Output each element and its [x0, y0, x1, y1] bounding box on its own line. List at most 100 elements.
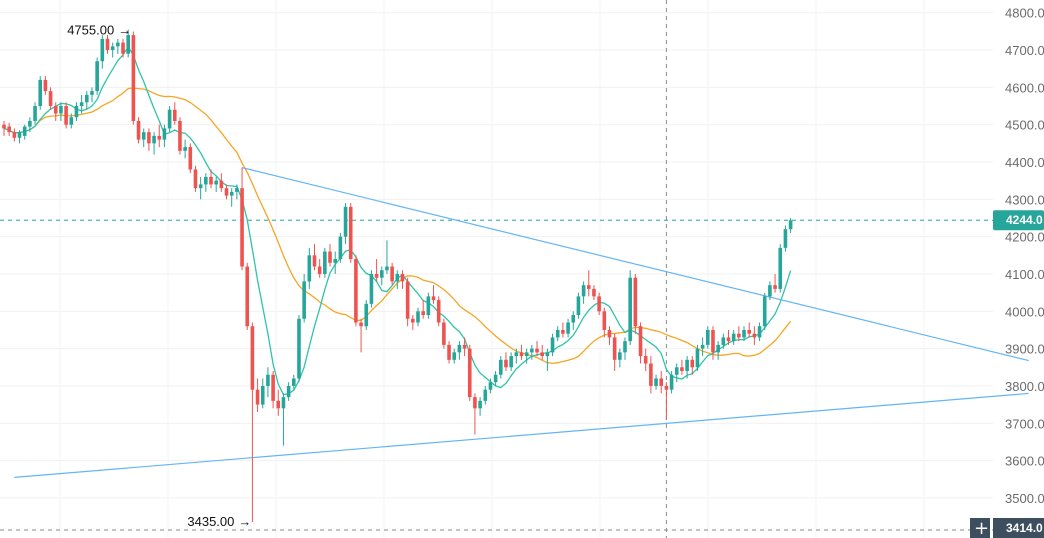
low-label: 3435.00: [187, 514, 234, 529]
candle-body: [297, 318, 301, 379]
candle-body: [442, 322, 446, 345]
candle-body: [462, 344, 467, 349]
y-tick-label: 4100.0: [1005, 267, 1044, 282]
candle-body: [369, 273, 374, 304]
candle-body: [105, 38, 110, 51]
plus-icon[interactable]: +: [974, 518, 989, 538]
candle-body: [172, 109, 177, 121]
candle-body: [260, 385, 265, 405]
candle-body: [680, 367, 684, 372]
high-annotation: 4755.00 →: [67, 23, 131, 38]
crosshair: [0, 0, 993, 538]
candle-body: [229, 191, 234, 196]
candle-body: [53, 106, 58, 114]
candle-body: [488, 382, 493, 390]
candle-body: [74, 106, 79, 118]
candle-body: [711, 329, 715, 353]
candle-body: [312, 255, 317, 267]
candle-body: [602, 311, 607, 330]
candle-body: [581, 285, 586, 297]
candle-body: [731, 333, 736, 342]
candle-body: [623, 341, 627, 353]
candle-body: [726, 337, 731, 342]
candle-body: [586, 285, 591, 289]
candle-body: [209, 176, 213, 185]
candle-body: [664, 385, 669, 390]
y-tick-label: 4400.0: [1005, 155, 1044, 170]
candle-body: [633, 277, 638, 327]
y-tick-label: 4500.0: [1005, 118, 1044, 133]
candle-body: [483, 389, 488, 401]
ma-slow-line: [3, 87, 792, 365]
candle-body: [395, 273, 400, 282]
candle-body: [768, 285, 772, 297]
y-tick-label: 3600.0: [1005, 454, 1044, 469]
candle-body: [33, 106, 37, 121]
candle-body: [121, 42, 125, 54]
candle-body: [499, 359, 503, 375]
candle-body: [214, 180, 218, 185]
trendline: [241, 167, 1029, 362]
candle-body: [48, 91, 53, 107]
candle-body: [188, 147, 193, 170]
candle-body: [116, 42, 120, 47]
last-price-value: 4244.0: [1006, 213, 1043, 227]
candle-body: [2, 124, 6, 129]
candle-body: [136, 120, 141, 140]
candle-body: [157, 135, 162, 140]
y-tick-label: 3700.0: [1005, 416, 1044, 431]
candle-body: [281, 397, 286, 409]
candle-body: [742, 329, 746, 338]
candle-body: [788, 220, 793, 230]
add-button[interactable]: [970, 518, 990, 538]
candle-body: [400, 273, 405, 282]
candle-body: [110, 46, 115, 51]
candle-body: [7, 126, 11, 133]
candle-body: [328, 251, 332, 263]
candle-body: [85, 94, 89, 103]
candle-body: [348, 206, 353, 260]
candle-body: [747, 329, 751, 334]
candle-body: [271, 374, 275, 401]
candle-body: [571, 315, 576, 323]
candle-body: [17, 132, 22, 138]
candle-body: [685, 359, 689, 372]
candle-body: [126, 35, 130, 54]
candle-body: [607, 329, 612, 338]
high-arrow-icon: →: [118, 23, 131, 38]
candle-body: [43, 79, 48, 92]
candle-body: [178, 120, 182, 151]
candle-body: [555, 329, 560, 338]
price-axis[interactable]: 4800.0 4700.0 4600.0 4500.0 4400.0 4300.0 4200…: [1005, 6, 1044, 506]
candle-body: [323, 251, 327, 274]
candle-body: [12, 132, 17, 138]
candle-body: [250, 326, 255, 390]
candle-body: [576, 296, 581, 316]
candle-body: [721, 337, 726, 345]
candle-body: [245, 266, 250, 327]
candle-body: [183, 147, 187, 151]
y-tick-label: 4700.0: [1005, 43, 1044, 58]
candle-body: [612, 337, 617, 360]
candle-body: [276, 400, 281, 409]
candle-body: [643, 356, 648, 364]
candle-body: [514, 352, 519, 357]
candle-body: [628, 277, 632, 342]
candle-body: [706, 329, 710, 345]
candle-body: [255, 389, 260, 405]
trendlines[interactable]: [14, 167, 1029, 478]
y-tick-label: 4200.0: [1005, 230, 1044, 245]
y-tick-label: 3500.0: [1005, 491, 1044, 506]
candle-body: [530, 348, 534, 353]
candle-body: [752, 333, 757, 338]
candle-body: [95, 61, 99, 92]
candle-body: [519, 352, 524, 357]
candle-body: [773, 285, 777, 289]
candle-body: [649, 363, 653, 386]
candle-body: [473, 397, 477, 409]
candle-body: [592, 288, 596, 297]
candle-body: [147, 132, 151, 144]
y-tick-label: 3800.0: [1005, 379, 1044, 394]
y-tick-label: 4300.0: [1005, 192, 1044, 207]
